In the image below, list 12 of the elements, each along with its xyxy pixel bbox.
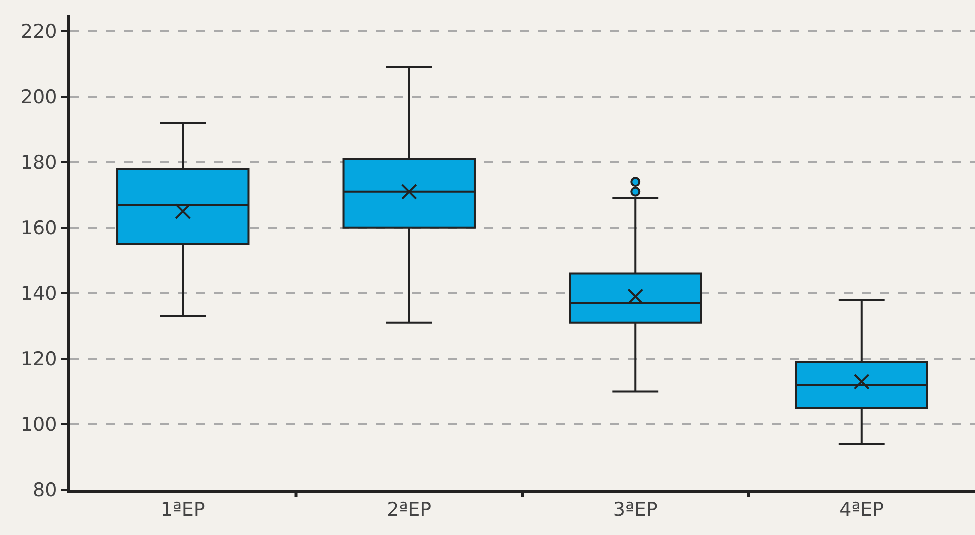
y-tick-label: 180 [20,152,58,174]
y-tick-label: 220 [20,21,58,44]
y-tick-label: 160 [20,218,58,240]
y-tick-label: 200 [20,86,58,109]
x-tick-label: 3ªEP [613,498,658,521]
y-tick-label: 100 [20,414,58,436]
y-tick-label: 80 [33,480,58,502]
y-tick-label: 140 [20,283,58,306]
y-tick-label: 120 [20,348,58,371]
x-tick-label: 2ªEP [387,498,432,521]
x-tick-label: 4ªEP [840,498,884,521]
x-tick-label: 1ªEP [160,498,206,521]
